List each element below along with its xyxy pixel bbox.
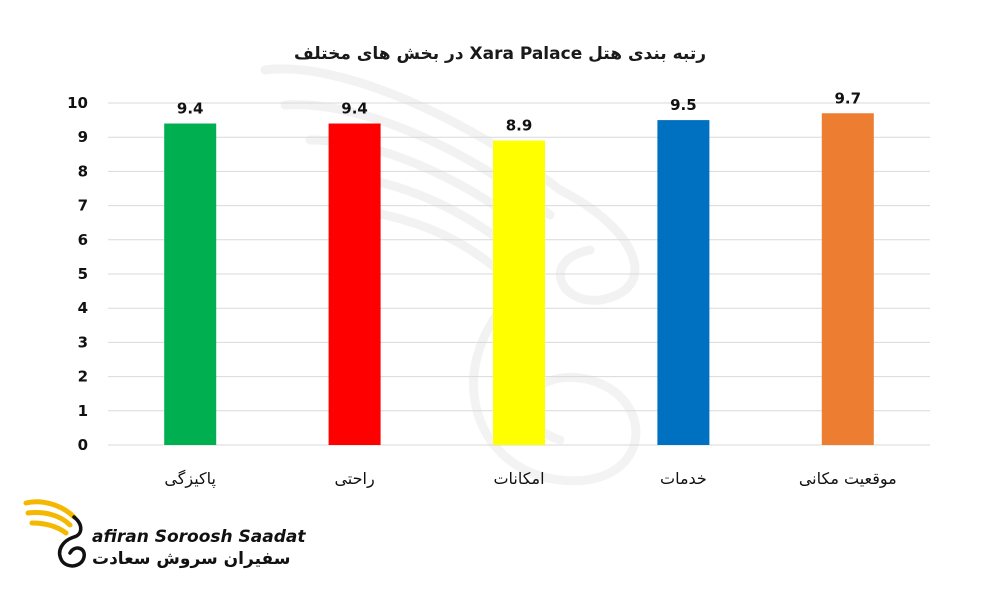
x-axis-categories: پاکیزگی راحتی امکانات خدمات موقعیت مکانی [164,469,896,489]
data-labels: 9.4 9.4 8.9 9.5 9.7 [177,89,861,134]
winged-s-icon [23,499,86,568]
chart-title: رتبه بندی هتل Xara Palace در بخش های مخت… [293,44,707,64]
bar [328,123,381,446]
y-tick-label: 4 [78,299,88,317]
y-tick-label: 0 [78,436,88,454]
data-label: 9.5 [670,96,697,114]
data-label: 9.7 [835,89,862,107]
x-category-label: موقعیت مکانی [799,469,897,489]
x-category-label: راحتی [334,469,374,489]
y-axis-ticks: 0 1 2 3 4 5 6 7 8 9 10 [67,94,88,454]
logo-name-english: afiran Soroosh Saadat [92,527,306,547]
y-tick-label: 2 [78,368,88,386]
y-tick-label: 9 [78,128,88,146]
x-category-label: امکانات [493,469,544,488]
winged-s-watermark-icon [260,64,641,486]
data-label: 8.9 [506,117,533,135]
company-logo: afiran Soroosh Saadat سفیران سروش سعادت [22,495,312,585]
bar [164,123,217,446]
data-label: 9.4 [341,100,368,118]
bar [821,113,874,445]
y-tick-label: 6 [78,231,88,249]
x-category-label: پاکیزگی [164,469,216,489]
bars [164,113,874,446]
y-tick-label: 7 [78,197,88,215]
x-category-label: خدمات [660,469,707,488]
logo-name-persian: سفیران سروش سعادت [92,549,291,569]
y-tick-label: 8 [78,162,88,180]
y-tick-label: 10 [67,94,88,112]
data-label: 9.4 [177,100,204,118]
bar [657,120,710,445]
y-tick-label: 5 [78,265,88,283]
y-tick-label: 3 [78,333,88,351]
bar [493,140,545,445]
y-tick-label: 1 [78,402,88,420]
